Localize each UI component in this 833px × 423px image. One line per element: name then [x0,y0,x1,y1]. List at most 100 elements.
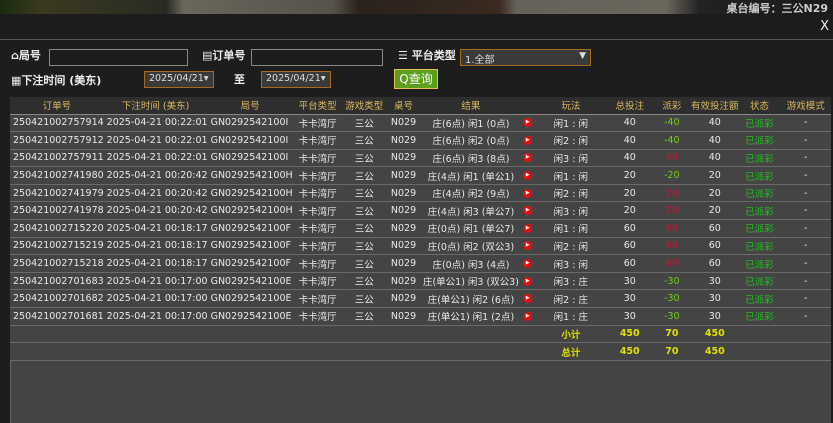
replay-cell: ▶ [520,201,535,221]
table-cell: 三公 [342,307,386,326]
spacer [738,342,831,361]
table-cell: 三公 [342,184,386,203]
table-cell: 30 [606,289,653,309]
table-cell: 庄(单公1) 闲1 (2点) [421,307,521,326]
play-replay-icon[interactable]: ▶ [523,188,533,198]
play-replay-icon[interactable]: ▶ [523,118,533,128]
play-replay-icon[interactable]: ▶ [523,171,533,181]
table-cell: N029 [385,289,422,309]
table-row[interactable]: 250421002757912 2025-04-21 00:22:01 GN0292… [10,131,831,150]
table-cell: N029 [385,219,422,238]
table-cell: 450 [691,342,739,361]
date-from-select[interactable]: 2025/04/21▾ [144,71,214,88]
platform-select[interactable]: 1.全部 ▼ [460,49,591,66]
column-header: 结果 [421,97,521,115]
table-cell: 闲2 : 闲 [534,184,607,203]
table-row[interactable]: 250421002715218 2025-04-21 00:18:17 GN0292… [10,254,831,273]
table-cell: N029 [385,184,422,203]
table-row[interactable]: 250421002741978 2025-04-21 00:20:42 GN0292… [10,201,831,221]
table-cell: - [780,237,831,256]
table-cell: 卡卡湾厅 [292,219,343,238]
table-cell: 闲3 : 闲 [534,201,607,221]
status-cell: 已派彩 [738,307,781,326]
play-replay-icon[interactable]: ▶ [523,259,533,269]
table-row[interactable]: 250421002757914 2025-04-21 00:22:01 GN0292… [10,114,831,133]
table-row[interactable]: 250421002701682 2025-04-21 00:17:00 GN0292… [10,289,831,309]
play-replay-icon[interactable]: ▶ [523,135,533,145]
column-header: 总投注 [606,97,653,115]
table-cell: 三公 [342,201,386,221]
payout-cell: 20 [652,201,692,221]
replay-cell: ▶ [520,219,535,238]
table-cell: 20 [691,201,739,221]
play-replay-icon[interactable]: ▶ [523,153,533,163]
table-row[interactable]: 250421002741979 2025-04-21 00:20:42 GN0292… [10,184,831,203]
round-input[interactable] [49,49,188,66]
table-cell: 2025-04-21 00:22:01 [103,131,208,150]
replay-cell: ▶ [520,272,535,291]
table-cell: 闲3 : 闲 [534,254,607,273]
table-row[interactable]: 250421002701681 2025-04-21 00:17:00 GN0292… [10,307,831,326]
table-cell: 总计 [534,342,607,361]
table-cell: - [780,272,831,291]
table-row[interactable]: 250421002757911 2025-04-21 00:22:01 GN0292… [10,149,831,168]
table-cell: 闲1 : 闲 [534,114,607,133]
table-number-label: 桌台编号：三公N29 [726,2,828,15]
table-cell: 2025-04-21 00:18:17 [103,237,208,256]
table-row[interactable]: 250421002741980 2025-04-21 00:20:42 GN0292… [10,166,831,185]
to-label: 至 [234,73,245,86]
table-cell: 卡卡湾厅 [292,289,343,309]
table-row[interactable]: 250421002715219 2025-04-21 00:18:17 GN0292… [10,237,831,256]
column-header: 订单号 [10,97,104,115]
table-cell: 闲1 : 闲 [534,219,607,238]
play-replay-icon[interactable]: ▶ [523,223,533,233]
table-cell: GN0292542100I [207,131,293,150]
table-cell: 250421002757914 [10,114,104,133]
table-cell: 庄(6点) 闲1 (0点) [421,114,521,133]
play-replay-icon[interactable]: ▶ [523,311,533,321]
calendar-icon: ▦ [11,74,22,87]
table-cell: 450 [606,342,653,361]
close-button[interactable]: X [820,19,829,34]
table-cell: 三公 [342,254,386,273]
column-header: 游戏类型 [342,97,386,115]
column-header: 有效投注额 [691,97,739,115]
table-cell: 250421002715219 [10,237,104,256]
table-cell: 60 [691,254,739,273]
table-cell: GN0292542100F [207,237,293,256]
table-row[interactable]: 250421002715220 2025-04-21 00:18:17 GN0292… [10,219,831,238]
table-cell: 60 [606,254,653,273]
play-replay-icon[interactable]: ▶ [523,241,533,251]
replay-cell: ▶ [520,307,535,326]
status-cell: 已派彩 [738,272,781,291]
table-cell: 闲1 : 闲 [534,166,607,185]
round-label: ⌂局号 [11,49,41,62]
play-replay-icon[interactable]: ▶ [523,294,533,304]
query-button[interactable]: Q查询 [394,69,438,89]
replay-cell: ▶ [520,149,535,168]
status-cell: 已派彩 [738,131,781,150]
table-cell: 30 [691,289,739,309]
order-label: ▤订单号 [202,49,246,62]
status-cell: 已派彩 [738,289,781,309]
table-cell: 2025-04-21 00:20:42 [103,201,208,221]
play-replay-icon[interactable]: ▶ [523,206,533,216]
table-cell: 250421002757911 [10,149,104,168]
table-cell: 庄(4点) 闲2 (9点) [421,184,521,203]
play-replay-icon[interactable]: ▶ [523,276,533,286]
clipboard-icon: ▤ [202,49,213,62]
column-header [520,97,535,115]
table-cell: - [780,289,831,309]
table-cell: N029 [385,166,422,185]
spacer [10,325,535,344]
column-header: 玩法 [534,97,607,115]
table-cell: 闲3 : 庄 [534,272,607,291]
table-cell: - [780,131,831,150]
table-cell: - [780,184,831,203]
table-row[interactable]: 250421002701683 2025-04-21 00:17:00 GN0292… [10,272,831,291]
status-cell: 已派彩 [738,184,781,203]
date-to-select[interactable]: 2025/04/21▾ [261,71,331,88]
table-cell: 2025-04-21 00:17:00 [103,272,208,291]
table-cell: 小计 [534,325,607,344]
order-input[interactable] [251,49,383,66]
